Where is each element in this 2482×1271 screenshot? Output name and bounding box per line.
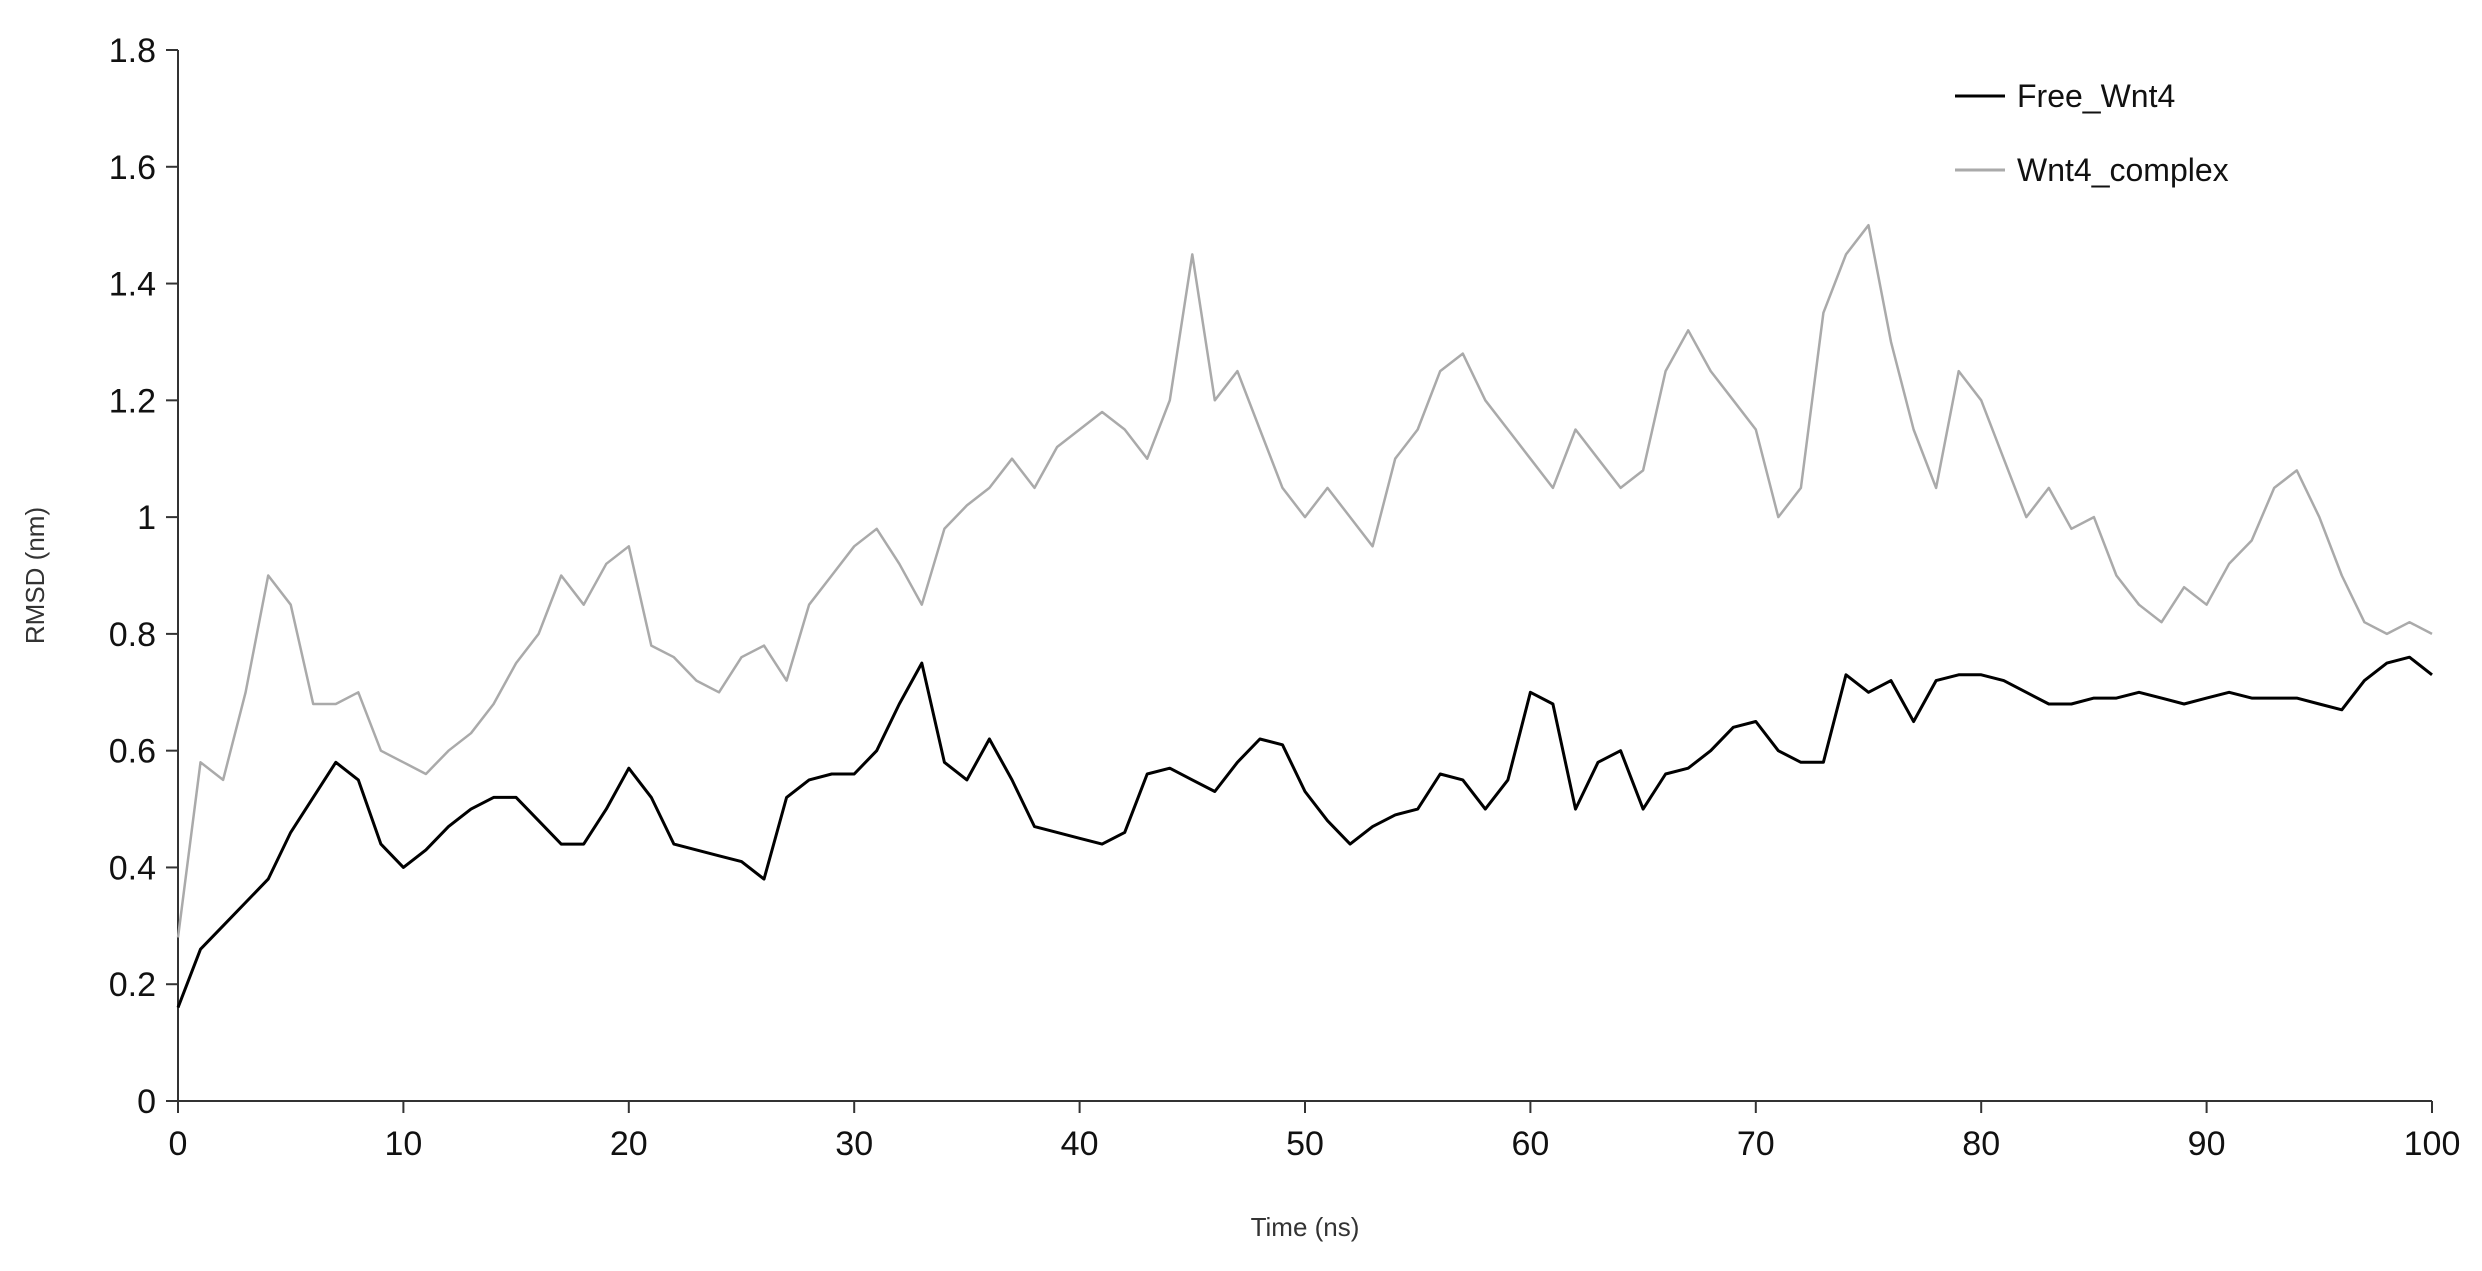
x-tick-label: 70 [1737, 1125, 1775, 1163]
y-tick-label: 0 [137, 1083, 156, 1121]
x-tick-label: 10 [384, 1125, 422, 1163]
y-tick-label: 0.4 [109, 849, 156, 887]
series-line-free-wnt4 [176, 655, 2433, 1009]
x-tick-label: 60 [1511, 1125, 1549, 1163]
y-tick-label: 1.6 [109, 149, 156, 187]
x-tick-label: 50 [1286, 1125, 1324, 1163]
x-tick-label: 20 [610, 1125, 648, 1163]
y-tick-label: 1.4 [109, 266, 156, 304]
y-tick-label: 1.8 [109, 32, 156, 70]
y-tick-label: 1.2 [109, 382, 156, 420]
legend: Free_Wnt4 Wnt4_complex [1955, 78, 2229, 188]
series-line-wnt4-complex [176, 223, 2433, 938]
x-tick-label: 0 [169, 1125, 188, 1163]
x-tick-label: 100 [2404, 1125, 2461, 1163]
legend-label: Free_Wnt4 [2017, 78, 2175, 114]
legend-label: Wnt4_complex [2017, 152, 2229, 188]
x-tick-label: 80 [1962, 1125, 2000, 1163]
x-tick-label: 90 [2188, 1125, 2226, 1163]
y-axis: 0 0.2 0.4 0.6 0.8 1 1.2 1.4 1.6 1.8 [109, 32, 179, 1121]
x-axis-title: Time (ns) [1251, 1212, 1360, 1242]
y-tick-label: 0.8 [109, 616, 156, 654]
x-tick-label: 40 [1061, 1125, 1099, 1163]
series-layer [176, 223, 2433, 1009]
x-axis: 0 10 20 30 40 50 60 70 80 90 100 [169, 1100, 2461, 1163]
y-tick-label: 0.6 [109, 733, 156, 771]
y-tick-label: 1 [137, 499, 156, 537]
y-tick-label: 0.2 [109, 966, 156, 1004]
y-axis-title: RMSD (nm) [20, 507, 50, 644]
x-tick-label: 30 [835, 1125, 873, 1163]
